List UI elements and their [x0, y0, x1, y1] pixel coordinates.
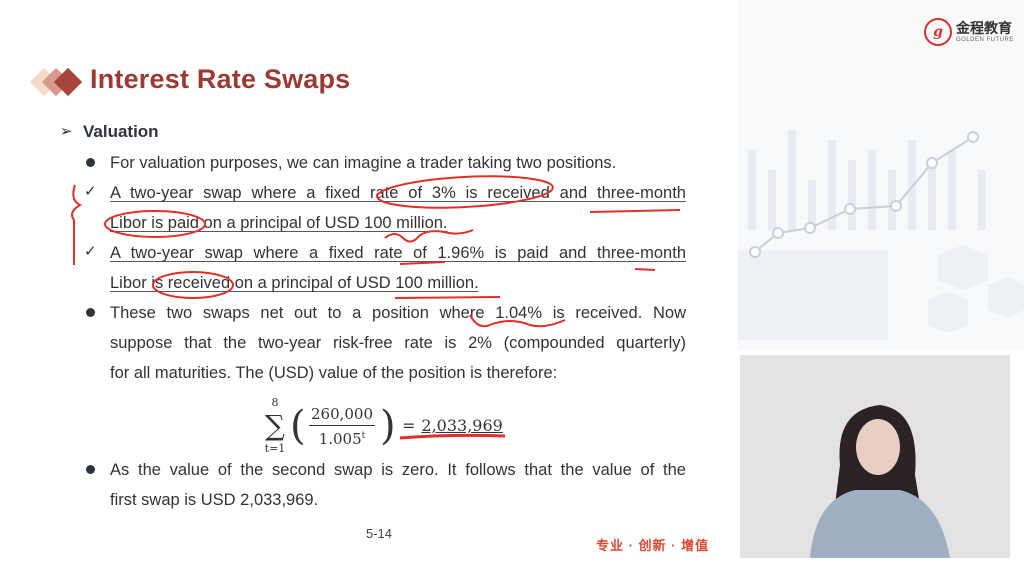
bullet-text: These two swaps net out to a position wh…	[110, 304, 686, 322]
section-heading: Valuation	[83, 122, 159, 141]
fraction: 260,000 1.005t	[306, 404, 378, 449]
denominator-base: 1.005	[318, 429, 362, 448]
check-item-text: A two-year swap where a fixed rate of 3%…	[110, 184, 686, 202]
equals-sign: =	[402, 416, 416, 435]
page-number: 5-14	[366, 526, 393, 541]
annotation-line	[394, 296, 501, 299]
bullet-text: As the value of the second swap is zero.…	[110, 461, 686, 479]
presenter-figure	[740, 355, 1010, 558]
denominator: 1.005t	[319, 426, 366, 449]
check-item-text: Libor is paid on a principal of USD 100 …	[110, 214, 448, 232]
arrow-bullet-icon: ➢	[60, 123, 73, 140]
bullet-icon	[86, 308, 95, 317]
check-icon: ✓	[84, 183, 97, 200]
right-paren: )	[380, 403, 396, 449]
sum-lower-limit: t=1	[264, 442, 286, 455]
formula-result: 2,033,969	[421, 416, 503, 435]
decorative-background	[738, 0, 1024, 350]
check-icon: ✓	[84, 243, 97, 260]
bullet-text: For valuation purposes, we can imagine a…	[110, 154, 617, 172]
logo-subtitle: GOLDEN FUTURE	[956, 36, 1014, 43]
logo-icon: g	[924, 18, 952, 46]
decorative-line-chart	[738, 130, 1024, 340]
bullet-text: suppose that the two-year risk-free rate…	[110, 334, 686, 352]
summation: 8 ∑ t=1	[262, 397, 288, 455]
sum-upper-limit: 8	[271, 396, 279, 409]
left-paren: (	[290, 403, 306, 449]
slogan: 专业 · 创新 · 增值	[596, 538, 710, 553]
bullet-text: first swap is USD 2,033,969.	[110, 491, 319, 509]
check-item-text: A two-year swap where a fixed rate of 1.…	[110, 244, 686, 262]
numerator: 260,000	[308, 404, 376, 426]
slide-title: Interest Rate Swaps	[90, 64, 351, 94]
exponent: t	[361, 430, 366, 441]
logo-name: 金程教育	[956, 19, 1012, 36]
presenter-video	[740, 355, 1010, 558]
sigma-symbol: ∑	[265, 409, 285, 442]
bullet-icon	[86, 158, 95, 167]
logo: g 金程教育 GOLDEN FUTURE	[924, 18, 1014, 46]
bullet-text: for all maturities. The (USD) value of t…	[110, 364, 558, 382]
annotation-line	[634, 268, 656, 271]
annotation-brace	[71, 184, 83, 265]
formula: 8 ∑ t=1 ( 260,000 1.005t ) = 2,033,969	[262, 396, 503, 456]
check-item-text: Libor is received on a principal of USD …	[110, 274, 479, 292]
bullet-icon	[86, 465, 95, 474]
